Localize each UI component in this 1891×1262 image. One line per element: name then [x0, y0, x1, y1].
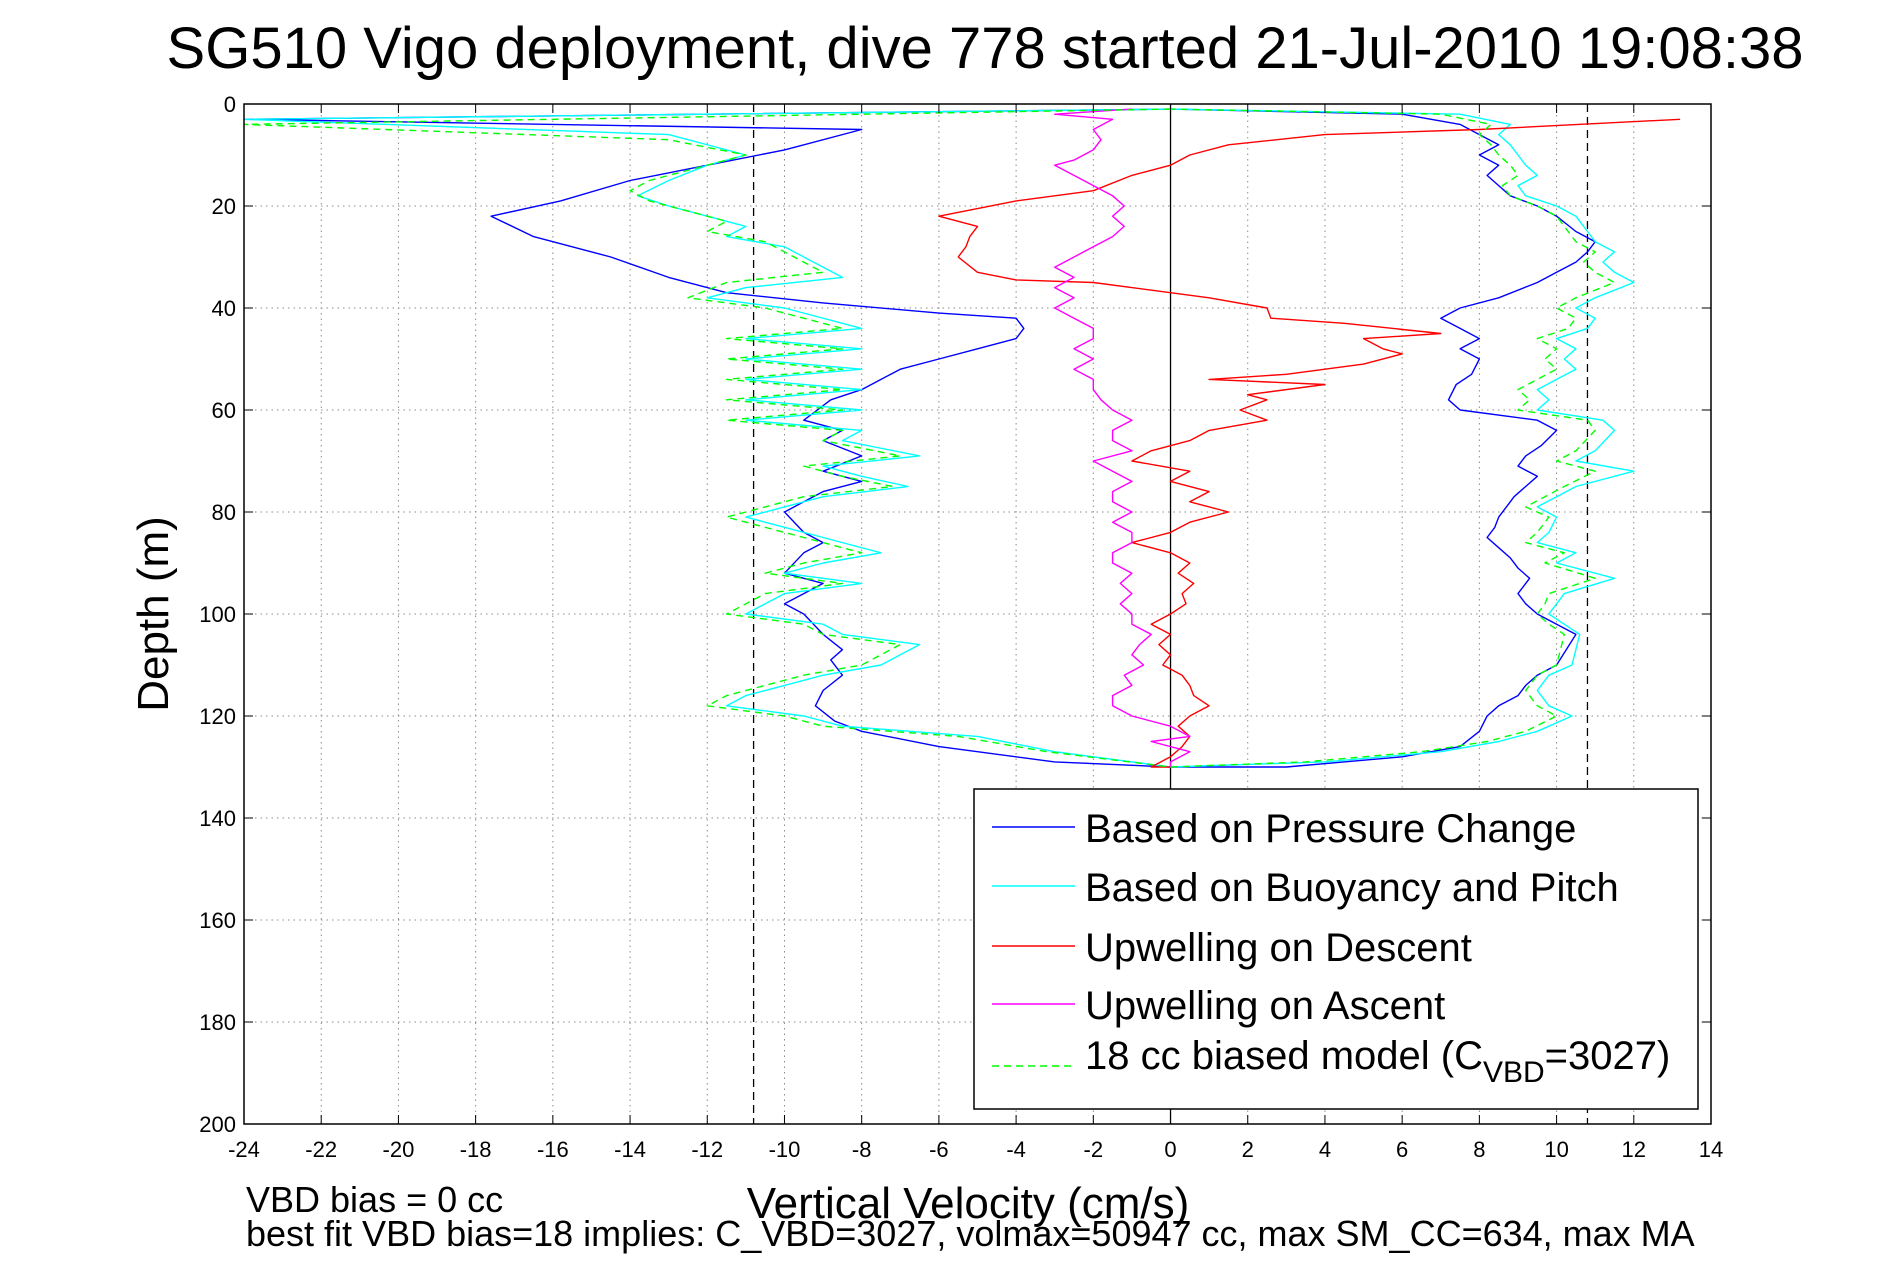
series-upwelling-ascent [1054, 108, 1191, 767]
x-tick-label: 8 [1473, 1137, 1485, 1162]
legend-label-descent: Upwelling on Descent [1085, 926, 1472, 970]
y-axis-ticks: 0 20 40 60 80 100 120 140 160 180 200 [199, 92, 1711, 1137]
x-tick-label: 10 [1544, 1137, 1568, 1162]
legend: Based on Pressure Change Based on Buoyan… [973, 788, 1699, 1110]
y-tick-label: 20 [212, 194, 236, 219]
series-pressure-change [243, 108, 1596, 768]
y-tick-label: 100 [199, 602, 236, 627]
x-tick-label: -24 [228, 1137, 260, 1162]
x-tick-label: -20 [383, 1137, 415, 1162]
x-axis-label: Vertical Velocity (cm/s) [747, 1179, 1190, 1228]
x-tick-label: -6 [929, 1137, 949, 1162]
x-axis-ticks: -24 -22 -20 -18 -16 -14 -12 -10 -8 -6 -4 -2 0 2 4 6 8 10 1… [228, 104, 1723, 1162]
series-biased-model [243, 108, 1616, 768]
y-tick-label: 200 [199, 1112, 236, 1137]
series-lines [243, 108, 1681, 768]
x-tick-label: 0 [1164, 1137, 1176, 1162]
chart-title: SG510 Vigo deployment, dive 778 started … [167, 16, 1804, 81]
legend-label-model-main: 18 cc biased model (C [1085, 1034, 1483, 1078]
y-tick-label: 180 [199, 1010, 236, 1035]
x-tick-label: -14 [614, 1137, 646, 1162]
y-axis-label: Depth (m) [129, 516, 178, 712]
x-tick-label: -8 [852, 1137, 872, 1162]
y-tick-label: 40 [212, 296, 236, 321]
y-tick-label: 0 [224, 92, 236, 117]
x-tick-label: -10 [769, 1137, 801, 1162]
footnote-best-fit: best fit VBD bias=18 implies: C_VBD=3027… [246, 1213, 1695, 1254]
x-tick-label: -18 [460, 1137, 492, 1162]
legend-label-model: 18 cc biased model (CVBD=3027) [1085, 1034, 1670, 1089]
x-tick-label: 4 [1319, 1137, 1331, 1162]
series-upwelling-descent [938, 118, 1681, 768]
x-tick-label: -12 [691, 1137, 723, 1162]
x-tick-label: -4 [1006, 1137, 1026, 1162]
y-tick-label: 160 [199, 908, 236, 933]
legend-label-buoyancy: Based on Buoyancy and Pitch [1085, 866, 1619, 910]
x-tick-label: -2 [1084, 1137, 1104, 1162]
footnote-vbd-bias: VBD bias = 0 cc [246, 1179, 503, 1220]
x-tick-label: -22 [305, 1137, 337, 1162]
x-tick-label: -16 [537, 1137, 569, 1162]
x-tick-label: 14 [1699, 1137, 1723, 1162]
legend-label-ascent: Upwelling on Ascent [1085, 984, 1445, 1028]
y-tick-label: 80 [212, 500, 236, 525]
legend-box [973, 788, 1699, 1110]
y-tick-label: 60 [212, 398, 236, 423]
y-tick-label: 140 [199, 806, 236, 831]
y-tick-label: 120 [199, 704, 236, 729]
legend-label-model-sub: VBD [1483, 1056, 1545, 1089]
x-tick-label: 6 [1396, 1137, 1408, 1162]
x-tick-label: 2 [1242, 1137, 1254, 1162]
x-tick-label: 12 [1622, 1137, 1646, 1162]
legend-label-model-tail: =3027) [1545, 1034, 1671, 1078]
legend-label-pressure: Based on Pressure Change [1085, 807, 1576, 851]
